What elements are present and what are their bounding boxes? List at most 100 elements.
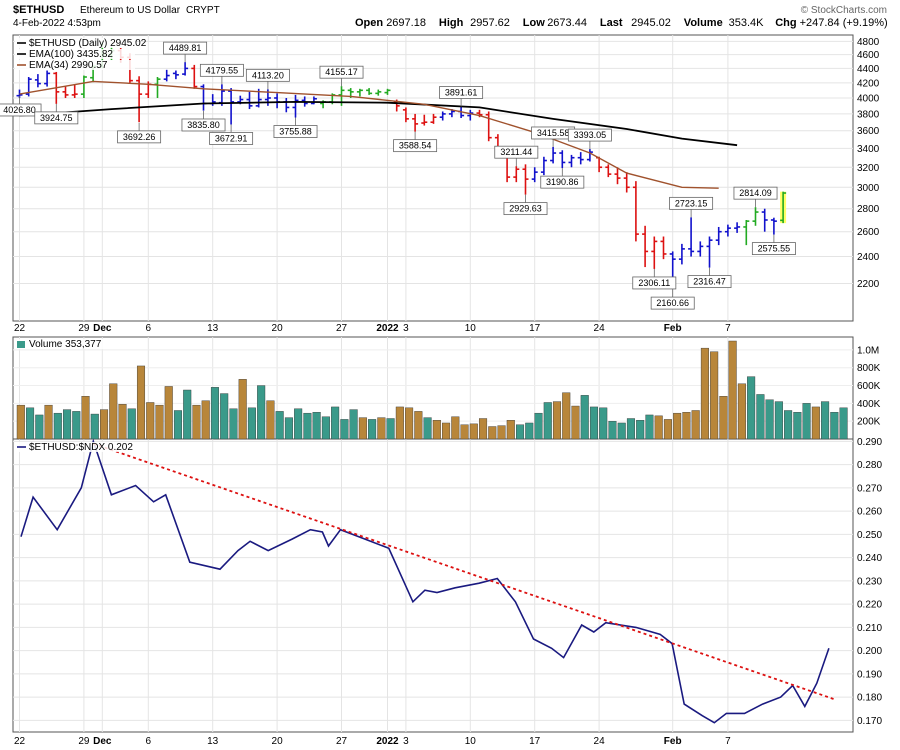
volume-bar: [192, 404, 201, 440]
volume-bar: [247, 407, 256, 440]
legend-bg: [15, 442, 135, 452]
x-tick-label: 6: [146, 736, 152, 747]
volume-bar: [53, 412, 62, 440]
volume-bar: [284, 417, 293, 440]
legend-label: EMA(100) 3435.82: [29, 49, 113, 60]
price-callout: 2575.55: [751, 234, 796, 255]
price-callout: 3835.80: [181, 110, 226, 132]
symbol-description: Ethereum to US Dollar: [80, 5, 181, 16]
volume-bar: [266, 400, 275, 440]
ohlc-bar: [402, 107, 409, 123]
stat-value: 2673.44: [547, 17, 587, 29]
volume-bar: [479, 418, 488, 440]
volume-bar: [821, 401, 830, 440]
volume-bar: [44, 404, 53, 440]
volume-bar: [645, 414, 654, 440]
x-tick-label: 13: [207, 736, 219, 747]
price-y-tick: 2600: [857, 227, 880, 238]
callout-text: 2814.09: [739, 188, 772, 198]
stat-value: 2957.62: [470, 17, 510, 29]
ohlc-bar: [163, 69, 170, 82]
x-tick-label: 29: [78, 323, 90, 334]
callout-box: [209, 132, 254, 145]
ratio-y-tick: 0.290: [857, 437, 882, 448]
callout-text: 2306.11: [638, 278, 670, 288]
price-callout: 3924.75: [34, 103, 79, 125]
volume-bar: [395, 406, 404, 440]
volume-bar: [340, 419, 349, 440]
x-tick-label: 10: [465, 736, 477, 747]
volume-bar: [377, 417, 386, 440]
volume-bar: [155, 404, 164, 440]
ohlc-bar: [715, 226, 722, 246]
volume-bar: [303, 412, 312, 440]
volume-bar: [386, 418, 395, 440]
x-tick-label: Feb: [664, 736, 682, 747]
volume-bar: [136, 365, 146, 440]
watermark: © StockCharts.com: [801, 5, 887, 16]
volume-bar: [451, 416, 460, 440]
volume-bar: [275, 411, 284, 440]
x-tick-label: 24: [594, 323, 606, 334]
volume-bars: [16, 340, 848, 440]
ohlc-bar: [384, 88, 391, 95]
volume-bar: [423, 417, 432, 440]
volume-bar: [552, 401, 562, 440]
callout-text: 4026.80: [3, 105, 36, 115]
ratio-y-tick: 0.170: [857, 716, 882, 727]
ratio-y-tick: 0.230: [857, 576, 882, 587]
ohlc-bar: [734, 222, 741, 233]
volume-bar: [654, 415, 663, 440]
volume-bar: [534, 412, 543, 440]
ohlc-bar: [283, 97, 290, 113]
volume-bar: [636, 420, 645, 440]
x-tick-label: 10: [465, 323, 477, 334]
x-tick-label: 2022: [376, 736, 399, 747]
x-tick-label: 7: [725, 323, 731, 334]
ratio-y-tick: 0.200: [857, 646, 882, 657]
callout-text: 3924.75: [40, 113, 73, 123]
volume-bar: [756, 394, 765, 440]
price-callout: 2814.09: [733, 186, 778, 208]
x-tick-label: 2022: [376, 323, 399, 334]
callout-text: 3672.91: [215, 133, 248, 143]
legend-bg: [15, 49, 135, 59]
volume-bar: [488, 426, 497, 440]
callout-text: 4489.81: [169, 43, 202, 53]
callout-box: [650, 296, 695, 310]
callout-box: [540, 175, 585, 189]
ohlc-bar: [421, 114, 428, 126]
volume-bar: [99, 409, 109, 440]
callout-box: [733, 186, 778, 200]
ratio-y-tick: 0.260: [857, 507, 882, 518]
ratio-series-line: [20, 438, 830, 724]
x-tick-label: 24: [594, 736, 606, 747]
ohlc-bar: [770, 217, 777, 235]
ratio-y-tick: 0.270: [857, 483, 882, 494]
callout-box: [669, 196, 714, 210]
volume-bar: [793, 412, 802, 440]
stat-label: High: [439, 17, 464, 29]
exchange-label: CRYPT: [186, 5, 220, 16]
volume-bar: [460, 424, 469, 440]
ohlc-bar: [246, 91, 253, 110]
x-tick-label: 22: [14, 736, 26, 747]
ohlc-bar: [366, 88, 373, 95]
price-callout: 3588.54: [393, 131, 438, 153]
volume-bar: [26, 407, 35, 440]
volume-bar: [802, 403, 811, 440]
callout-box: [503, 202, 548, 216]
volume-bar: [562, 392, 571, 440]
x-tick-label: 22: [14, 323, 26, 334]
legend-swatch: [17, 341, 25, 348]
callout-text: 3588.54: [399, 141, 432, 151]
volume-bar: [210, 387, 219, 440]
symbol-title: $ETHUSD: [13, 4, 64, 16]
callout-box: [751, 242, 796, 255]
callout-text: 2316.47: [693, 277, 726, 287]
stat-value: +247.84 (+9.19%): [800, 17, 888, 29]
volume-bar: [63, 409, 72, 440]
ohlc-bar: [559, 150, 566, 169]
volume-bar: [72, 411, 81, 440]
volume-bar: [109, 383, 118, 440]
